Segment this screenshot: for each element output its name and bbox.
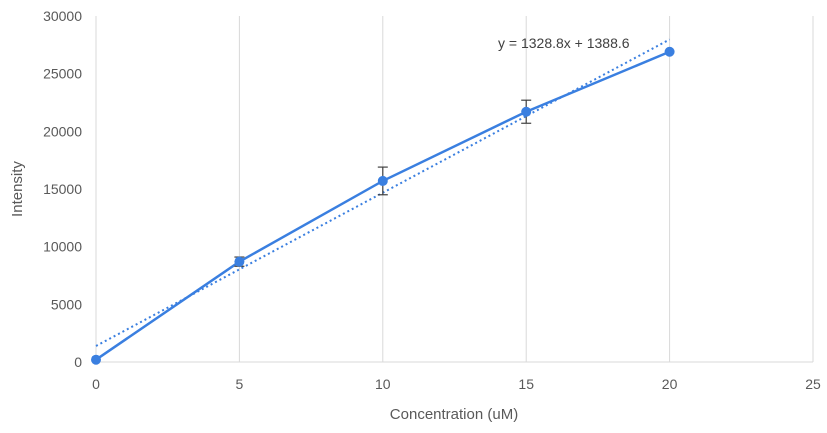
trendline-equation: y = 1328.8x + 1388.6 bbox=[498, 35, 630, 51]
x-tick-label-5: 5 bbox=[236, 376, 244, 392]
y-tick-label-0: 0 bbox=[74, 354, 82, 370]
y-tick-label-30000: 30000 bbox=[43, 8, 82, 24]
data-point-15 bbox=[521, 106, 532, 117]
data-point-10 bbox=[377, 175, 388, 186]
y-axis-title: Intensity bbox=[9, 161, 26, 217]
y-tick-label-25000: 25000 bbox=[43, 66, 82, 82]
tick-labels: 0 5 10 15 20 25 0 5000 10000 15000 20000 25000 30000 bbox=[43, 8, 821, 392]
y-tick-label-10000: 10000 bbox=[43, 239, 82, 255]
x-axis-title: Concentration (uM) bbox=[390, 406, 518, 423]
y-tick-label-5000: 5000 bbox=[51, 296, 82, 312]
grid-lines bbox=[95, 16, 814, 363]
x-tick-label-25: 25 bbox=[805, 376, 821, 392]
y-tick-label-15000: 15000 bbox=[43, 181, 82, 197]
x-tick-label-15: 15 bbox=[518, 376, 534, 392]
x-tick-label-10: 10 bbox=[375, 376, 391, 392]
x-tick-label-20: 20 bbox=[662, 376, 678, 392]
x-tick-label-0: 0 bbox=[92, 376, 100, 392]
data-point-0 bbox=[91, 354, 101, 365]
y-tick-label-20000: 20000 bbox=[43, 123, 82, 139]
data-point-20 bbox=[664, 46, 675, 57]
data-point-5 bbox=[234, 256, 245, 267]
series-layer bbox=[91, 46, 675, 365]
